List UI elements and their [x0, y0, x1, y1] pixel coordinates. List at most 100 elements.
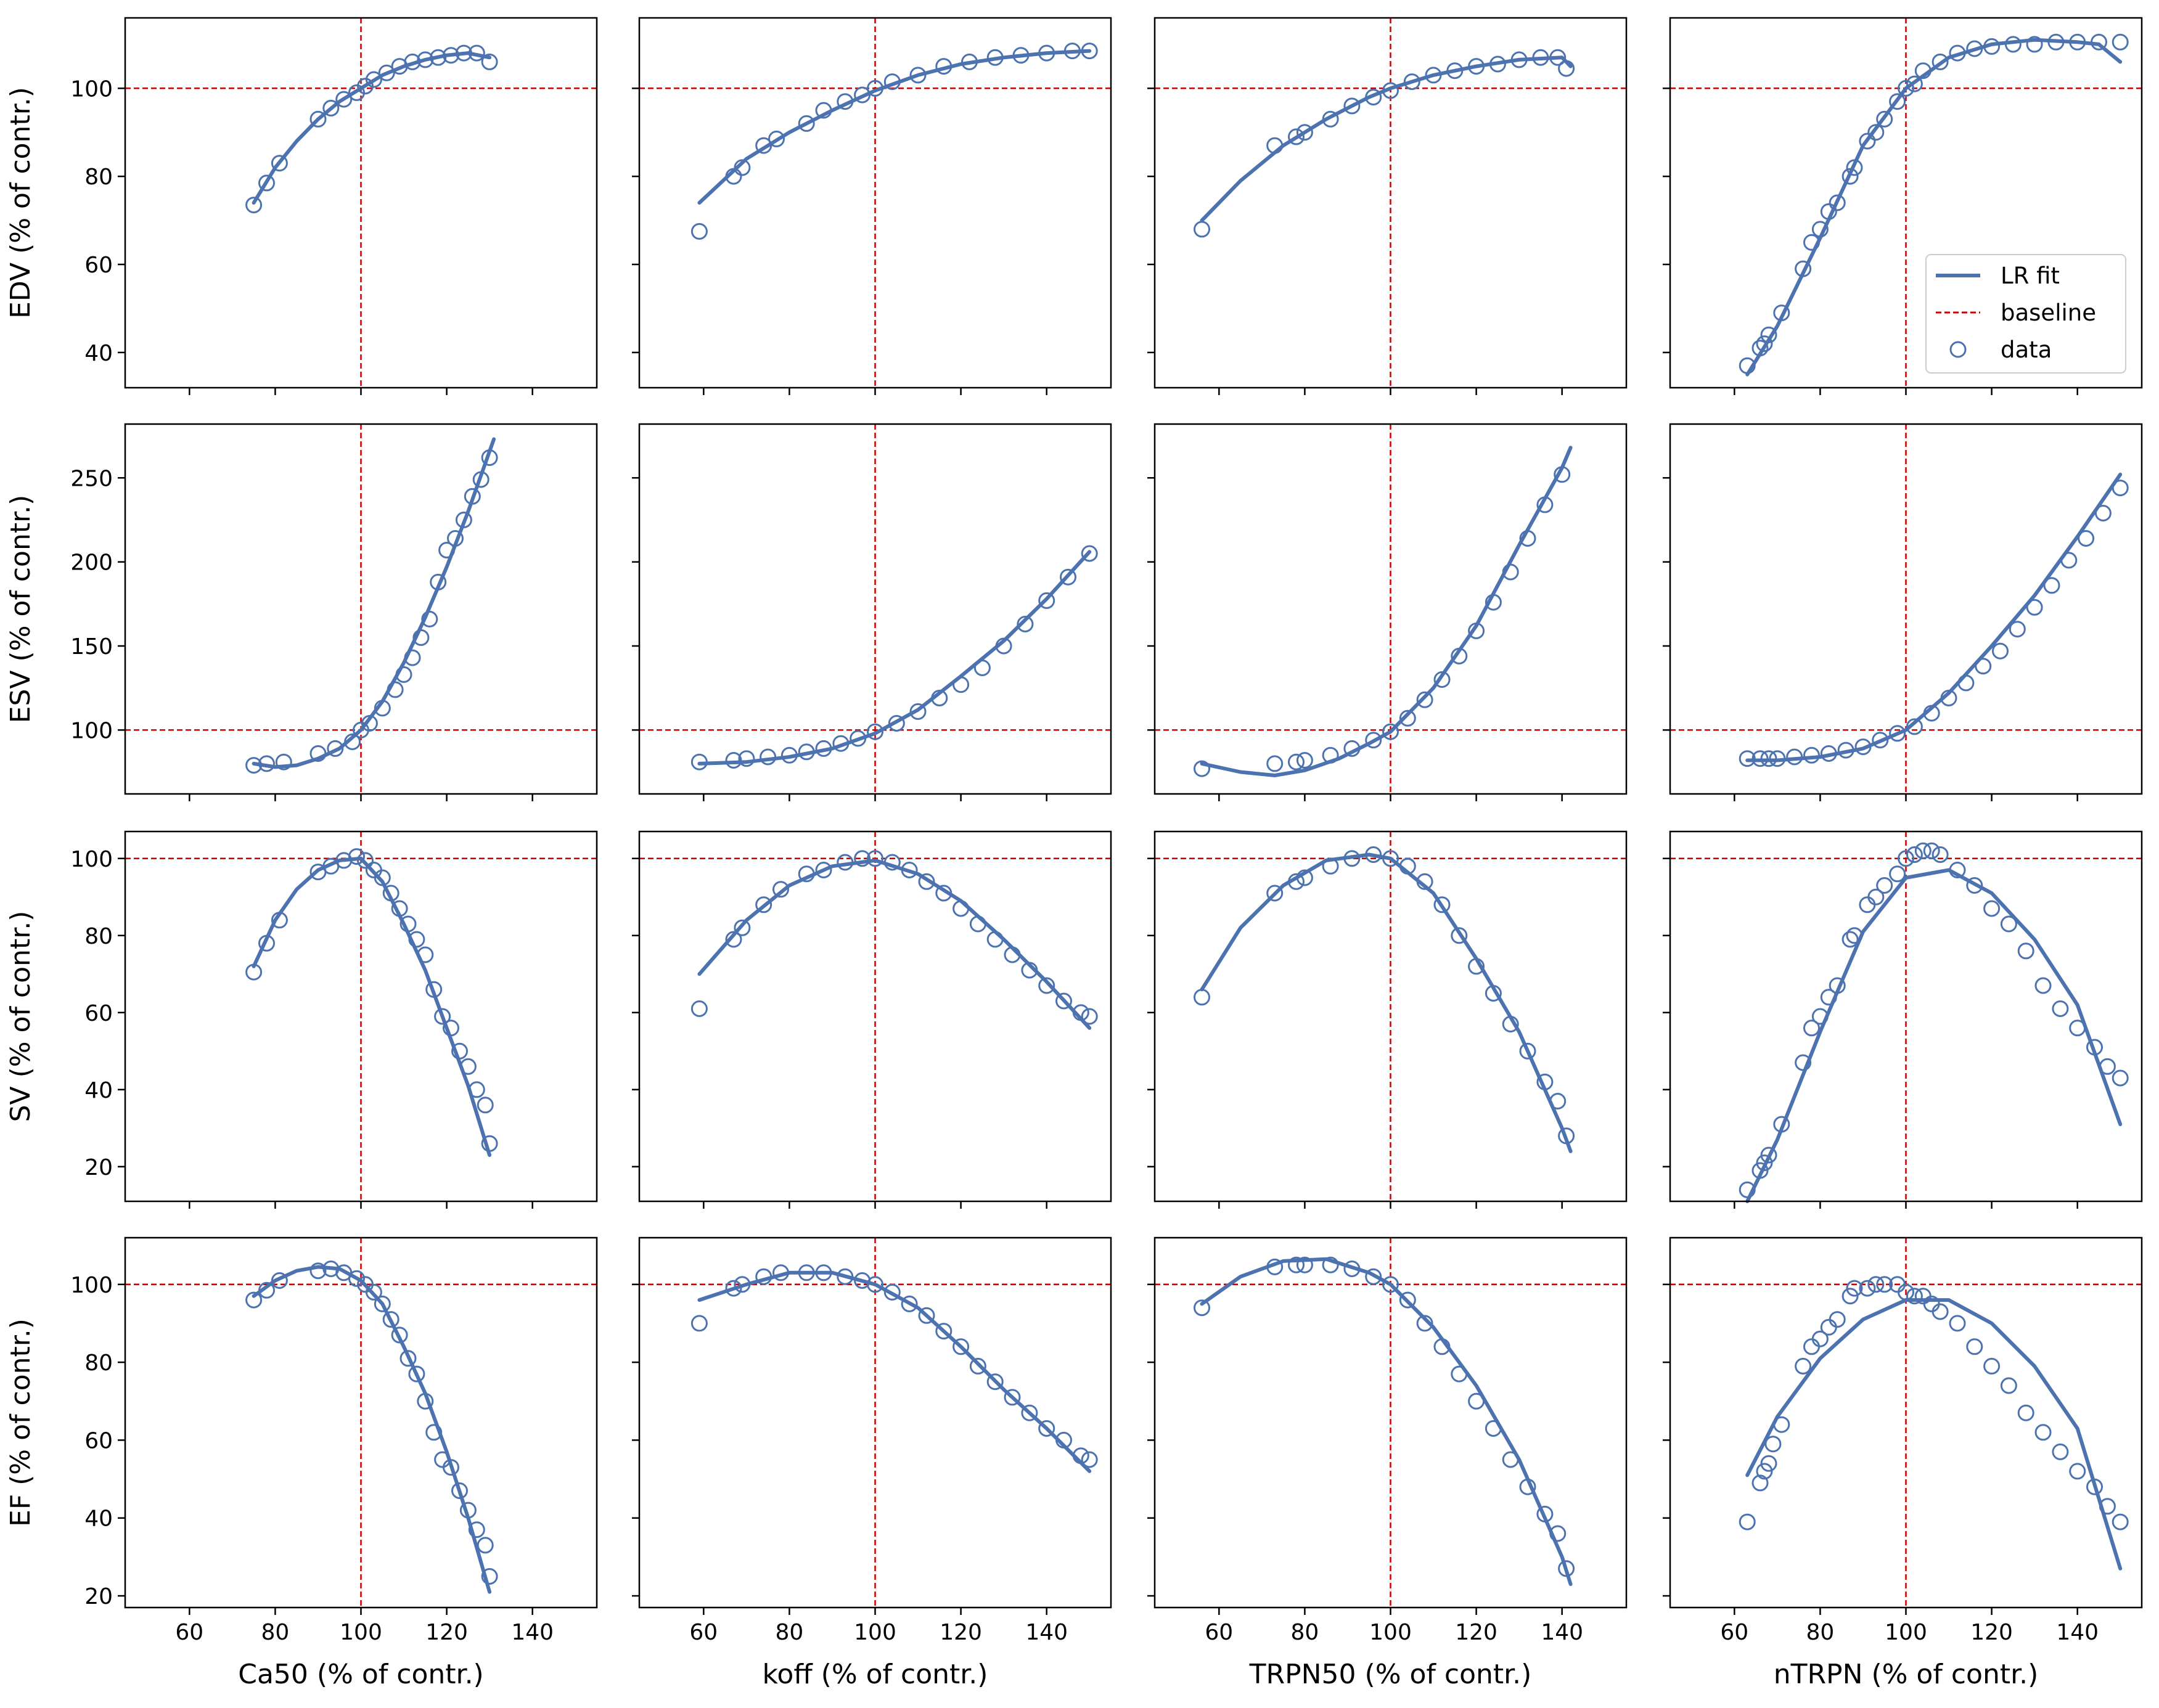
data-point	[2047, 33, 2065, 51]
data-point	[2069, 1019, 2086, 1037]
data-point	[1846, 159, 1863, 176]
data-point	[734, 919, 751, 936]
data-point	[1558, 1127, 1575, 1145]
data-point	[357, 852, 374, 869]
data-point	[322, 99, 340, 116]
data-point	[1906, 1288, 1923, 1305]
data-point	[1811, 1330, 1829, 1347]
data-point	[1739, 357, 1756, 374]
data-point	[2112, 1069, 2129, 1087]
data-point	[468, 1081, 485, 1098]
fit-line	[697, 49, 1092, 205]
data-point	[425, 1424, 443, 1441]
data-point	[2091, 33, 2107, 51]
panel-3-4	[1663, 830, 2143, 1209]
data-point	[443, 1019, 459, 1037]
data-point	[1889, 725, 1906, 742]
fit-line	[252, 1265, 492, 1594]
data-point	[361, 715, 378, 732]
data-point	[1296, 869, 1313, 886]
data-point	[1859, 896, 1876, 913]
data-point	[1382, 1276, 1399, 1293]
data-point	[1820, 745, 1837, 762]
data-point	[1898, 1283, 1914, 1301]
data-point	[1194, 760, 1210, 777]
data-point	[1906, 75, 1923, 92]
data-point	[755, 137, 772, 154]
data-point	[1038, 592, 1055, 609]
y-tick-label: 40	[84, 1506, 113, 1532]
data-point	[2099, 1058, 2116, 1075]
data-point	[1739, 1513, 1756, 1530]
x-tick-label: 100	[854, 1620, 896, 1645]
data-point	[969, 1357, 986, 1375]
data-point	[755, 1268, 772, 1285]
data-point	[382, 1311, 399, 1328]
data-point	[425, 981, 443, 998]
data-point	[1841, 931, 1859, 948]
data-point	[2043, 577, 2060, 594]
data-point	[1021, 962, 1038, 979]
fit-line	[697, 1270, 1092, 1473]
data-point	[1081, 545, 1098, 562]
data-point	[459, 1058, 477, 1075]
data-point	[1425, 67, 1442, 84]
data-point	[1769, 750, 1786, 767]
data-point	[271, 1272, 288, 1289]
data-point	[2034, 977, 2052, 994]
data-point	[1468, 58, 1485, 75]
data-point	[2052, 1000, 2069, 1017]
data-point	[348, 848, 365, 865]
legend-data-swatch	[1949, 341, 1967, 358]
data-point	[1194, 989, 1210, 1006]
data-point	[1343, 740, 1361, 757]
y-tick-label: 60	[84, 1001, 113, 1026]
data-point	[2086, 1039, 2103, 1056]
y-tick-label: 100	[70, 76, 113, 102]
data-point	[1322, 1256, 1339, 1273]
data-point	[1343, 850, 1361, 867]
data-point	[1751, 750, 1769, 767]
data-point	[1288, 128, 1305, 145]
data-point	[734, 159, 751, 176]
data-point	[1854, 738, 1872, 756]
data-point	[387, 681, 404, 698]
y-tick-label: 80	[84, 1350, 113, 1376]
data-point	[1811, 1008, 1829, 1025]
data-point	[2112, 33, 2129, 51]
fit-line	[1745, 868, 2123, 1203]
data-point	[1914, 842, 1932, 859]
data-point	[1365, 1268, 1382, 1285]
data-point	[1966, 1338, 1983, 1355]
y-tick-label: 60	[84, 1428, 113, 1453]
data-point	[443, 1459, 459, 1476]
y-axis-label: EF (% of contr.)	[5, 1318, 36, 1527]
data-point	[1017, 616, 1034, 632]
data-point	[395, 666, 412, 683]
data-point	[1867, 888, 1885, 905]
data-point	[1365, 89, 1382, 106]
panel-3-3	[1147, 830, 1628, 1209]
data-point	[1399, 1291, 1416, 1309]
data-point	[1382, 82, 1399, 99]
data-point	[1072, 1004, 1089, 1021]
data-point	[1296, 752, 1313, 769]
x-axis-label: nTRPN (% of contr.)	[1774, 1659, 2039, 1690]
data-point	[1906, 718, 1923, 735]
data-point	[451, 1042, 468, 1060]
data-point	[986, 931, 1004, 948]
data-point	[1485, 1420, 1502, 1437]
data-point	[1751, 340, 1769, 357]
data-point	[1949, 1315, 1966, 1332]
data-point	[935, 885, 952, 902]
x-tick-label: 100	[1885, 1620, 1927, 1645]
data-point	[1194, 1299, 1210, 1317]
data-point	[815, 862, 832, 878]
data-point	[245, 757, 263, 774]
data-point	[2069, 33, 2086, 51]
data-point	[883, 73, 901, 91]
data-point	[1829, 977, 1846, 994]
data-point	[1940, 690, 1957, 706]
data-point	[1820, 1318, 1837, 1336]
data-point	[1468, 1392, 1485, 1410]
